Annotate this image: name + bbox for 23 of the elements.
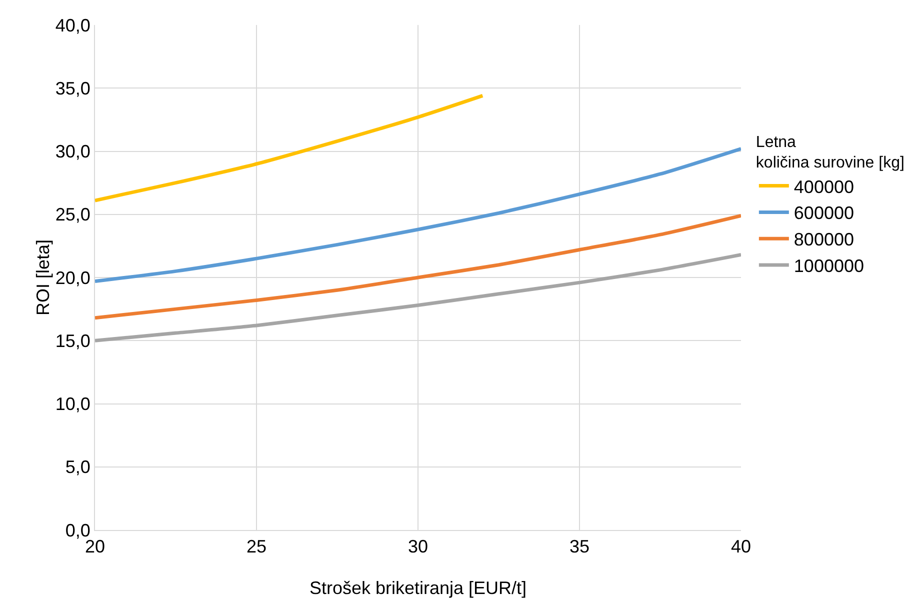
y-tick-label: 15,0: [55, 330, 90, 351]
x-tick-label: 40: [730, 536, 752, 557]
x-tick-label: 35: [569, 536, 590, 557]
y-tick-label: 10,0: [55, 394, 90, 414]
legend-title: Letna količina surovine [kg]: [756, 134, 904, 172]
legend-label: 400000: [794, 176, 854, 197]
line-series: [95, 214, 741, 320]
line-series: [95, 94, 484, 202]
y-tick-label: 25,0: [55, 204, 90, 225]
y-axis-title: ROI [leta]: [33, 239, 53, 316]
y-tick-label: 5,0: [65, 457, 90, 478]
legend-label: 600000: [794, 203, 854, 224]
legend-label: 800000: [794, 230, 854, 250]
x-tick-label: 30: [408, 536, 428, 557]
y-tick-label: 35,0: [55, 78, 90, 98]
line-series: [95, 146, 741, 284]
line-series: [95, 253, 741, 342]
y-tick-label: 30,0: [55, 142, 90, 162]
y-tick-label: 40,0: [55, 15, 90, 36]
legend-label: 1000000: [794, 256, 864, 276]
y-tick-label: 20,0: [55, 268, 90, 288]
x-tick-label: 25: [246, 536, 267, 557]
x-axis-title: Strošek briketiranja [EUR/t]: [309, 578, 527, 598]
